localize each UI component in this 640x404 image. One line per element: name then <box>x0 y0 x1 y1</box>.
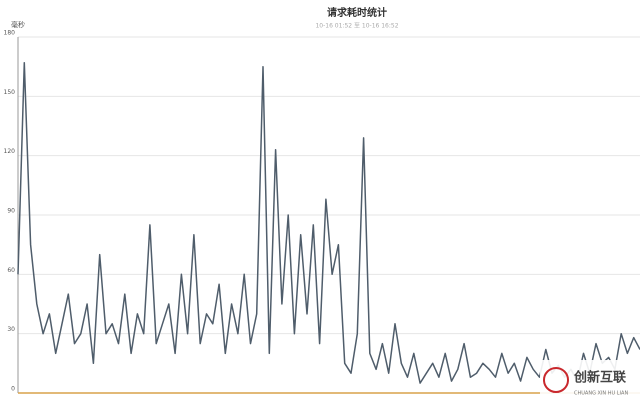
watermark-title: 创新互联 <box>573 370 626 386</box>
watermark-subtitle: CHUANG XIN HU LIAN <box>574 391 628 397</box>
y-tick-label: 180 <box>4 30 16 37</box>
chart-title: 请求耗时统计 <box>327 6 387 19</box>
watermark: 创新互联 CHUANG XIN HU LIAN <box>540 360 640 400</box>
watermark-bg <box>540 360 640 400</box>
y-tick-label: 120 <box>4 148 16 155</box>
y-tick-label: 60 <box>7 267 15 274</box>
data-line <box>17 61 640 384</box>
y-tick-label: 30 <box>7 326 15 333</box>
watermark-logo <box>543 367 569 393</box>
y-tick-label: 0 <box>11 386 15 393</box>
chart-subtitle: 10-16 01:52 至 10-16 16:52 <box>315 23 398 30</box>
y-axis-label: 毫秒 <box>11 20 25 29</box>
y-tick-label: 150 <box>4 89 16 96</box>
y-tick-label: 90 <box>7 208 15 215</box>
